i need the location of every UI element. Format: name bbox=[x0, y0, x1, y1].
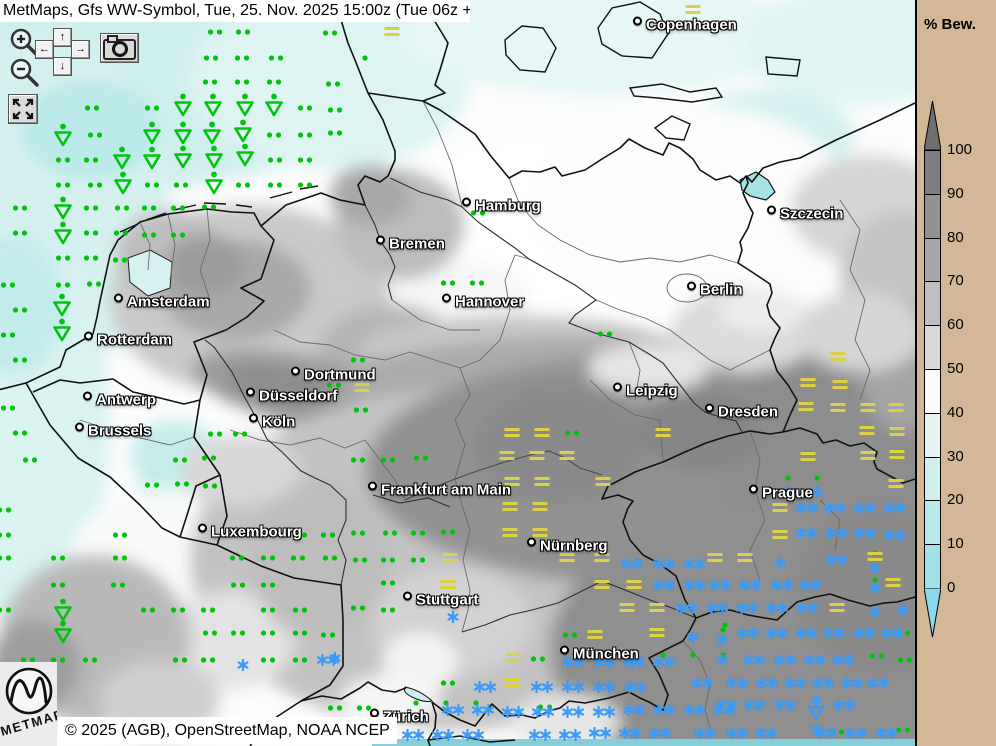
colorbar-segment bbox=[924, 325, 941, 370]
city-marker-icon bbox=[246, 387, 255, 397]
copyright-bar: © 2025 (AGB), OpenStreetMap, NOAA NCEP bbox=[58, 717, 397, 744]
city-marker-icon bbox=[687, 281, 696, 291]
map-title: MetMaps, Gfs WW-Symbol, Tue, 25. Nov. 20… bbox=[0, 0, 470, 22]
city-label: Hannover bbox=[442, 293, 524, 311]
city-marker-icon bbox=[633, 16, 642, 26]
city-label: Luxembourg bbox=[198, 523, 302, 541]
camera-icon bbox=[103, 35, 136, 60]
city-label: Stuttgart bbox=[403, 591, 479, 609]
city-marker-icon bbox=[83, 391, 92, 401]
colorbar-tick-label: 10 bbox=[947, 535, 964, 553]
metmaps-logo: METMAPS bbox=[0, 662, 75, 746]
city-label: Antwerp bbox=[83, 391, 156, 409]
colorbar-segment bbox=[924, 281, 941, 327]
city-label: München bbox=[560, 645, 639, 663]
city-label: Dresden bbox=[705, 403, 778, 421]
colorbar-tick-label: 70 bbox=[947, 272, 964, 290]
colorbar-segment bbox=[924, 500, 941, 546]
colorbar-segment bbox=[924, 193, 941, 239]
colorbar-segment bbox=[924, 237, 941, 283]
city-label: Szczecin bbox=[767, 205, 843, 223]
city-marker-icon bbox=[249, 413, 258, 423]
city-marker-icon bbox=[527, 537, 536, 547]
colorbar-segment bbox=[924, 150, 941, 195]
city-marker-icon bbox=[291, 366, 300, 376]
colorbar-segment bbox=[924, 544, 941, 589]
city-marker-icon bbox=[442, 293, 451, 303]
city-label: Bremen bbox=[376, 235, 445, 253]
colorbar-title: % Bew. bbox=[924, 16, 976, 33]
city-label: Prague bbox=[749, 484, 813, 502]
city-marker-icon bbox=[376, 235, 385, 245]
fullscreen-button[interactable] bbox=[8, 94, 38, 124]
colorbar-arrow-top bbox=[924, 100, 941, 151]
city-marker-icon bbox=[370, 708, 379, 718]
city-marker-icon bbox=[403, 591, 412, 601]
city-marker-icon bbox=[368, 481, 377, 491]
colorbar-tick-label: 80 bbox=[947, 228, 964, 246]
city-marker-icon bbox=[560, 645, 569, 655]
colorbar-tick-label: 0 bbox=[947, 579, 956, 596]
city-label: Frankfurt am Main bbox=[368, 481, 511, 499]
colorbar-tick-label: 90 bbox=[947, 184, 964, 202]
expand-arrows-icon bbox=[12, 98, 34, 120]
pan-down-button[interactable]: ↓ bbox=[53, 57, 72, 76]
city-label: Amsterdam bbox=[114, 293, 210, 311]
city-marker-icon bbox=[613, 382, 622, 392]
zoom-out-button[interactable] bbox=[8, 56, 42, 90]
city-marker-icon bbox=[705, 403, 714, 413]
pan-right-button[interactable]: → bbox=[71, 40, 90, 59]
colorbar-tick-label: 30 bbox=[947, 447, 964, 465]
colorbar-segment bbox=[924, 456, 941, 502]
map-background bbox=[0, 0, 915, 746]
city-label: Nürnberg bbox=[527, 537, 608, 555]
pan-left-button[interactable]: ← bbox=[35, 40, 54, 59]
colorbar-tick-label: 100 bbox=[947, 141, 973, 158]
colorbar-tick-label: 60 bbox=[947, 316, 964, 334]
screenshot-button[interactable] bbox=[100, 33, 139, 63]
magnifier-minus-icon bbox=[10, 58, 39, 87]
colorbar-segment bbox=[924, 369, 941, 414]
city-label: Berlin bbox=[687, 281, 743, 299]
city-marker-icon bbox=[84, 331, 93, 341]
city-marker-icon bbox=[198, 523, 207, 533]
city-label: Dortmund bbox=[291, 366, 376, 384]
city-label: Köln bbox=[249, 413, 295, 431]
city-marker-icon bbox=[462, 197, 471, 207]
colorbar-tick-label: 20 bbox=[947, 491, 964, 509]
city-label: Düsseldorf bbox=[246, 387, 337, 405]
colorbar-panel: % Bew. 100 90 80 70 60 50 40 30 20 10 0 bbox=[915, 0, 996, 746]
city-marker-icon bbox=[114, 293, 123, 303]
city-label: Leipzig bbox=[613, 382, 678, 400]
weather-map[interactable]: Copenhagen Hamburg Bremen Szczecin Berlin Ams… bbox=[0, 0, 915, 746]
colorbar-segment bbox=[924, 412, 941, 458]
colorbar-tick-label: 50 bbox=[947, 360, 964, 377]
pan-up-button[interactable]: ↑ bbox=[53, 28, 72, 47]
city-marker-icon bbox=[767, 205, 776, 215]
colorbar-arrow-bottom bbox=[924, 588, 941, 638]
colorbar-tick-label: 40 bbox=[947, 403, 964, 421]
city-label: Hamburg bbox=[462, 197, 541, 215]
city-label: Rotterdam bbox=[84, 331, 172, 349]
city-marker-icon bbox=[75, 422, 84, 432]
city-label: Copenhagen bbox=[633, 16, 737, 34]
city-label: Brussels bbox=[75, 422, 151, 440]
city-marker-icon bbox=[749, 484, 758, 494]
